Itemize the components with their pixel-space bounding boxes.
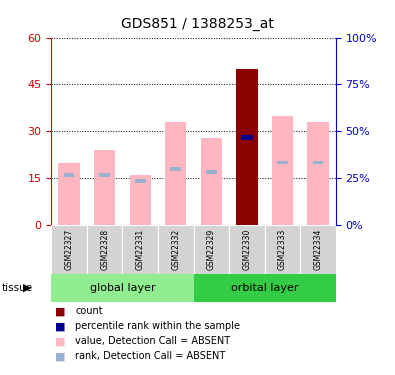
Bar (64, 173, 75, 177)
Text: GSM22333: GSM22333 (278, 229, 287, 270)
Text: GDS851 / 1388253_at: GDS851 / 1388253_at (121, 17, 274, 31)
Bar (171, 167, 181, 171)
Bar (265, 225, 300, 274)
Bar (51, 225, 87, 274)
Bar (100, 173, 110, 177)
Bar (236, 69, 258, 225)
Text: value, Detection Call = ABSENT: value, Detection Call = ABSENT (75, 336, 230, 346)
Text: GSM22329: GSM22329 (207, 229, 216, 270)
Bar (130, 175, 151, 225)
Bar (312, 160, 323, 164)
Bar (307, 122, 329, 225)
Text: ▶: ▶ (23, 283, 32, 292)
Text: ■: ■ (55, 336, 66, 346)
Text: ■: ■ (55, 351, 66, 361)
Text: count: count (75, 306, 103, 316)
Bar (201, 138, 222, 225)
Bar (277, 160, 288, 164)
Bar (58, 162, 80, 225)
Bar (194, 225, 229, 274)
Text: GSM22331: GSM22331 (136, 229, 145, 270)
Bar (135, 179, 145, 183)
Bar (206, 170, 216, 174)
Bar (87, 225, 122, 274)
Text: GSM22334: GSM22334 (314, 229, 322, 270)
Bar (272, 116, 293, 225)
Text: tissue: tissue (2, 283, 33, 292)
Text: GSM22327: GSM22327 (65, 229, 73, 270)
Bar (122, 225, 158, 274)
Text: ■: ■ (55, 321, 66, 331)
Bar (51, 274, 194, 302)
Bar (241, 135, 253, 140)
Bar (300, 225, 336, 274)
Text: GSM22332: GSM22332 (171, 229, 180, 270)
Text: percentile rank within the sample: percentile rank within the sample (75, 321, 240, 331)
Text: global layer: global layer (90, 283, 155, 293)
Bar (194, 274, 336, 302)
Bar (158, 225, 194, 274)
Bar (94, 150, 115, 225)
Bar (165, 122, 186, 225)
Text: rank, Detection Call = ABSENT: rank, Detection Call = ABSENT (75, 351, 225, 361)
Text: ■: ■ (55, 306, 66, 316)
Text: GSM22330: GSM22330 (243, 229, 251, 270)
Text: orbital layer: orbital layer (231, 283, 298, 293)
Bar (229, 225, 265, 274)
Text: GSM22328: GSM22328 (100, 229, 109, 270)
